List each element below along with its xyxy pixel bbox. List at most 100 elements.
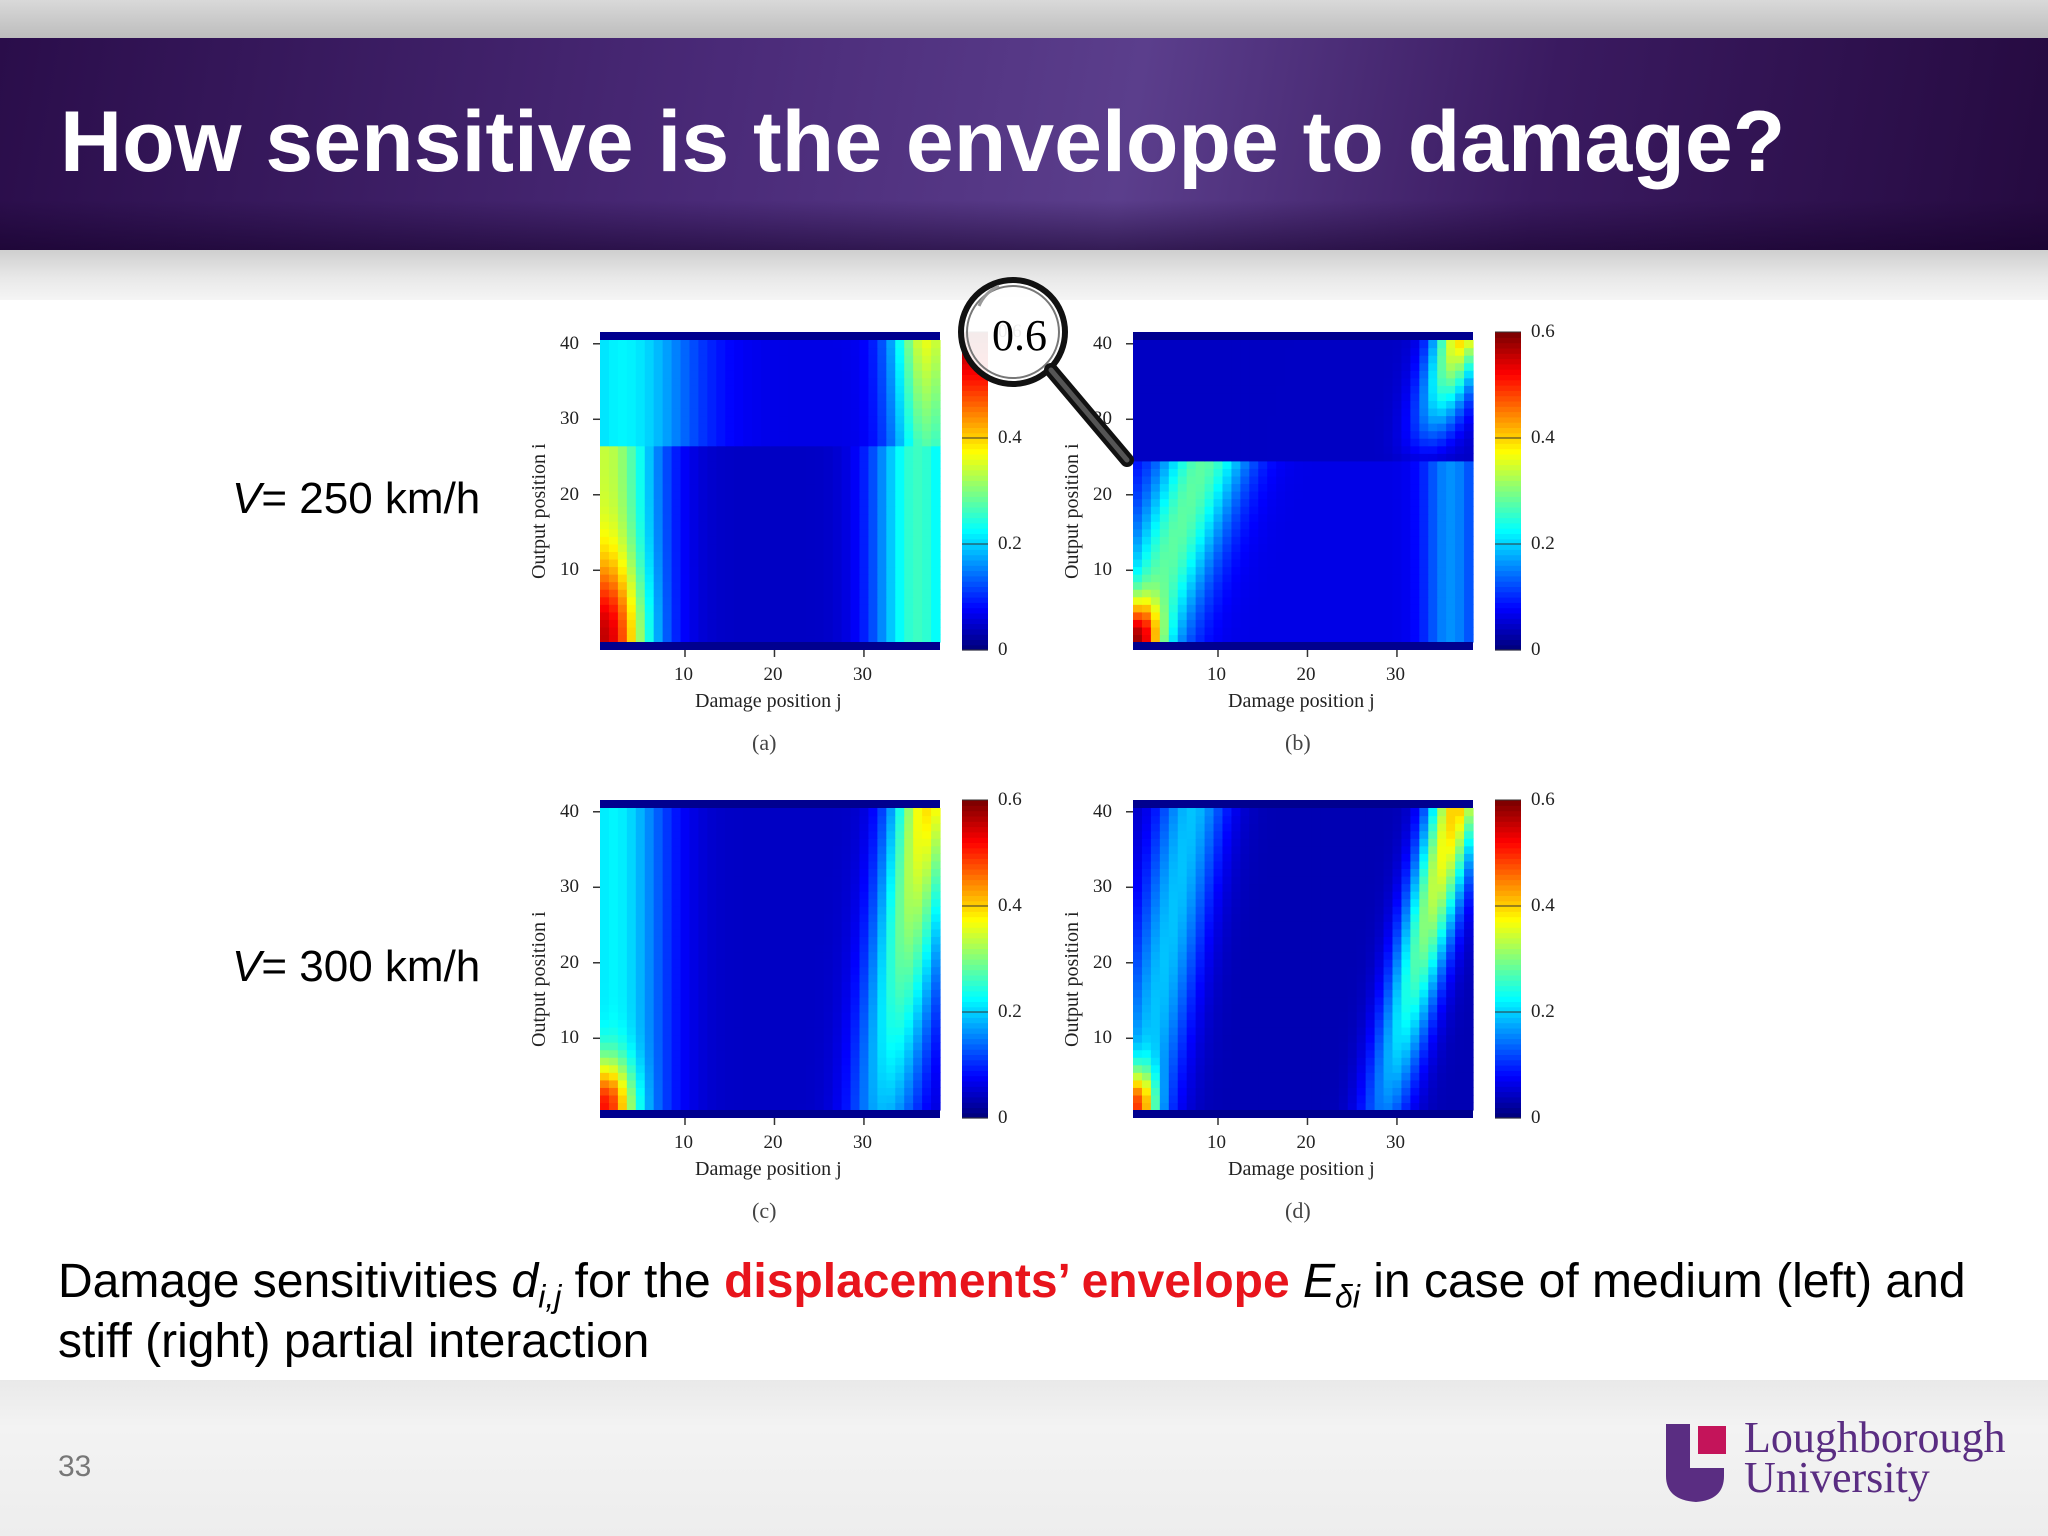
heatmap-cell — [644, 823, 655, 832]
heatmap-cell — [734, 566, 744, 575]
heatmap-cell — [877, 981, 887, 990]
heatmap-cell — [1428, 513, 1438, 522]
heatmap-cell — [796, 1026, 807, 1036]
x-axis-label: Damage position j — [695, 1158, 842, 1180]
heatmap-cell — [904, 906, 914, 915]
heatmap-cell — [778, 1057, 789, 1066]
heatmap-cell — [770, 996, 780, 1005]
heatmap-cell — [716, 883, 726, 892]
heatmap-cell — [671, 566, 682, 575]
heatmap-cell — [680, 460, 691, 469]
heatmap-cell — [734, 521, 744, 530]
heatmap-cell — [725, 830, 735, 839]
colorbar-segment — [962, 996, 988, 1002]
colorbar-segment — [1495, 602, 1521, 609]
heatmap-cell — [1320, 347, 1331, 356]
heatmap-cell — [778, 543, 789, 552]
heatmap-cell — [770, 966, 780, 975]
heatmap-cell — [662, 574, 673, 583]
heatmap-cell — [1213, 1079, 1224, 1088]
heatmap-cell — [635, 853, 646, 862]
heatmap-cell — [796, 1034, 807, 1043]
heatmap-cell — [1285, 581, 1295, 590]
heatmap-cell — [725, 483, 735, 492]
heatmap-cell — [859, 951, 870, 960]
heatmap-cell — [635, 808, 646, 817]
heatmap-cell — [680, 853, 691, 862]
heatmap-cell — [877, 506, 887, 515]
heatmap-cell — [716, 377, 726, 386]
heatmap-cell — [796, 936, 807, 945]
heatmap-cell — [868, 838, 878, 847]
heatmap-cell — [725, 521, 735, 530]
colorbar-segment — [962, 369, 988, 375]
heatmap-cell — [1356, 423, 1367, 432]
heatmap-cell — [1356, 385, 1367, 394]
heatmap-cell — [904, 453, 914, 462]
heatmap-cell — [1276, 566, 1286, 575]
heatmap-cell — [922, 528, 932, 537]
heatmap-cell — [805, 875, 816, 885]
heatmap-cell — [707, 1064, 717, 1073]
heatmap-cell — [600, 362, 610, 371]
heatmap-cell — [1141, 340, 1152, 349]
heatmap-cell — [832, 966, 843, 975]
heatmap-cell — [653, 808, 664, 817]
heatmap-cell — [752, 808, 762, 817]
heatmap-cell — [904, 340, 914, 349]
colorbar-segment — [962, 932, 988, 939]
heatmap-cell — [689, 1072, 700, 1081]
heatmap-cell — [600, 528, 610, 537]
heatmap-cell — [1276, 543, 1286, 552]
heatmap-cell — [1267, 566, 1277, 575]
heatmap-cell — [1356, 370, 1367, 379]
heatmap-cell — [617, 513, 628, 522]
heatmap-cell — [1222, 581, 1233, 590]
heatmap-cell — [1177, 1072, 1188, 1081]
heatmap-cell — [1294, 634, 1304, 643]
heatmap-cell — [761, 589, 771, 598]
heatmap-cell — [743, 626, 753, 636]
heatmap-cell — [1347, 634, 1358, 643]
heatmap-cell — [734, 445, 744, 454]
heatmap-cell — [671, 989, 682, 998]
heatmap-cell — [823, 581, 834, 590]
heatmap-cell — [823, 626, 834, 636]
heatmap-cell — [922, 1042, 932, 1051]
heatmap-cell — [1186, 1102, 1197, 1111]
heatmap-cell — [671, 468, 682, 477]
heatmap-cell — [1195, 566, 1206, 575]
heatmap-cell — [626, 551, 637, 560]
colorbar-segment — [962, 805, 988, 812]
heatmap-cell — [1249, 558, 1259, 568]
heatmap-cell — [662, 407, 673, 417]
heatmap-cell — [904, 491, 914, 500]
heatmap-svg — [593, 331, 988, 657]
heatmap-cell — [787, 898, 798, 907]
colorbar-segment — [1495, 485, 1521, 492]
heatmap-cell — [617, 974, 628, 983]
heatmap-cell — [859, 823, 870, 832]
heatmap-cell — [734, 808, 744, 817]
heatmap-cell — [868, 1094, 878, 1104]
heatmap-cell — [787, 498, 798, 507]
colorbar-segment — [962, 480, 988, 487]
heatmap-cell — [671, 823, 682, 832]
heatmap-cell — [1276, 377, 1286, 386]
heatmap-cell — [1240, 430, 1250, 439]
heatmap-cell — [922, 370, 932, 379]
colorbar-segment — [1495, 390, 1521, 397]
heatmap-cell — [600, 830, 610, 839]
heatmap-cell — [787, 928, 798, 937]
heatmap-cell — [796, 959, 807, 968]
heatmap-cell — [698, 1079, 708, 1088]
heatmap-cell — [1258, 604, 1268, 613]
heatmap-cell — [877, 528, 887, 537]
heatmap-cell — [886, 604, 896, 613]
heatmap-cell — [850, 1042, 861, 1051]
heatmap-cell — [814, 921, 825, 930]
heatmap-cell — [1213, 347, 1224, 356]
heatmap-cell — [752, 1004, 762, 1013]
heatmap-cell — [1365, 1094, 1376, 1104]
heatmap-cell — [1428, 475, 1438, 485]
